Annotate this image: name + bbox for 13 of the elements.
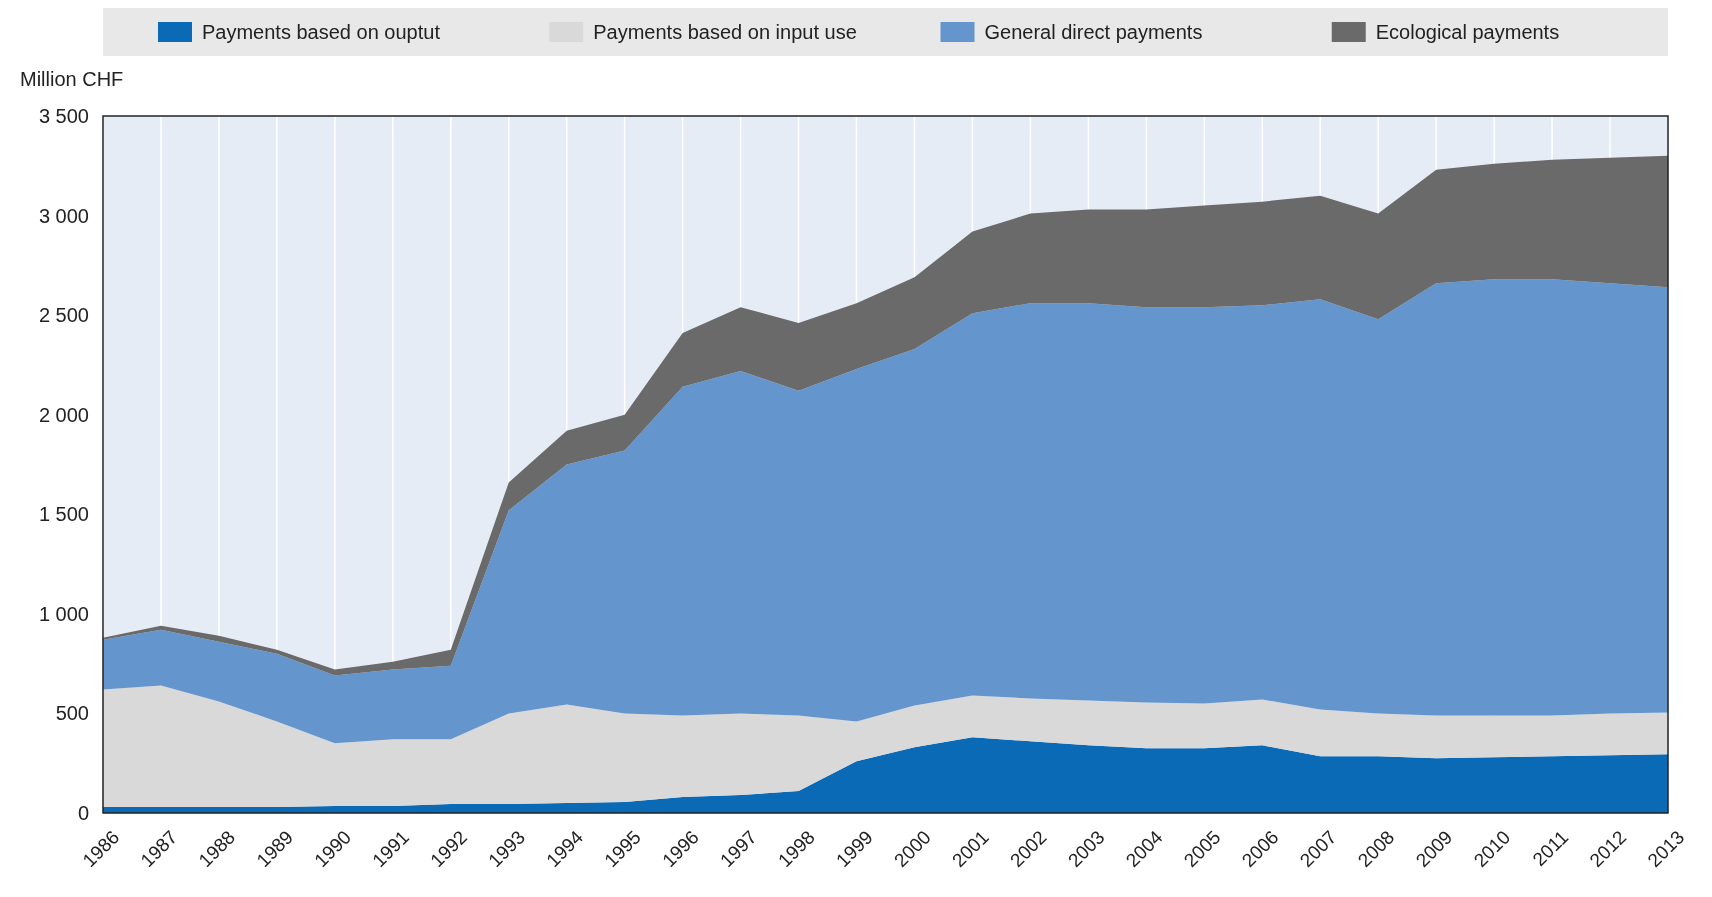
y-axis-title: Million CHF — [20, 68, 124, 90]
y-tick-label: 2 000 — [38, 403, 89, 426]
legend-label: General direct payments — [984, 21, 1203, 43]
legend-label: Payments based on ouptut — [202, 21, 441, 43]
y-tick-label: 2 500 — [38, 304, 89, 327]
legend-label: Ecological payments — [1375, 21, 1560, 43]
legend-label: Payments based on input use — [593, 21, 857, 43]
y-tick-label: 3 500 — [38, 105, 89, 127]
y-tick-label: 1 000 — [38, 602, 89, 625]
y-tick-label: 500 — [55, 702, 89, 725]
y-tick-label: 1 500 — [38, 503, 89, 526]
y-tick-label: 3 000 — [38, 204, 89, 227]
y-tick-label: 0 — [77, 802, 89, 824]
